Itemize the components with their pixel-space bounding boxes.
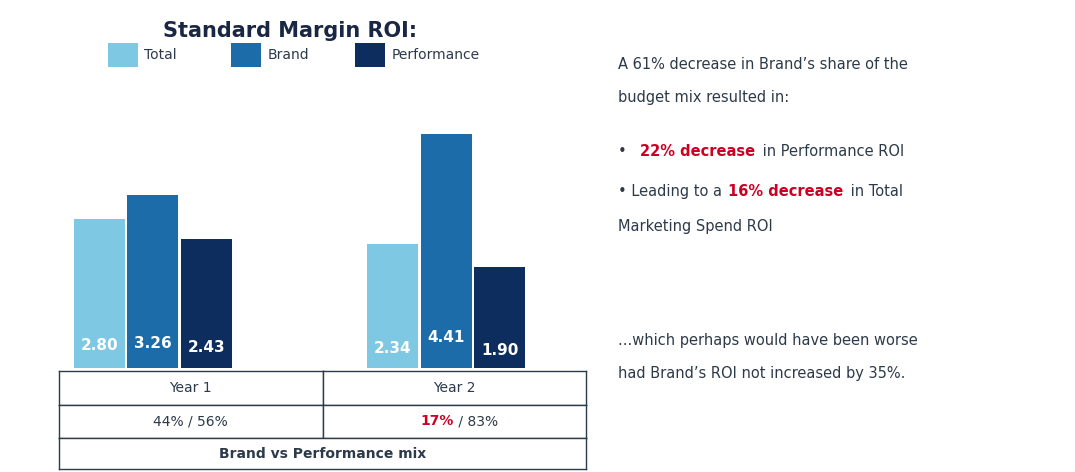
Bar (474, 267, 526, 368)
Text: Brand: Brand (268, 48, 310, 62)
Text: 22% decrease: 22% decrease (640, 144, 755, 159)
Text: 16% decrease: 16% decrease (728, 184, 843, 199)
Bar (74, 219, 125, 368)
Text: 4.41: 4.41 (428, 330, 464, 345)
Text: 2.34: 2.34 (374, 341, 412, 356)
Text: ...which perhaps would have been worse: ...which perhaps would have been worse (618, 333, 918, 348)
Text: Marketing Spend ROI: Marketing Spend ROI (618, 219, 773, 235)
Text: 2.43: 2.43 (188, 340, 226, 355)
Text: •: • (618, 144, 631, 159)
Text: in Performance ROI: in Performance ROI (758, 144, 904, 159)
Bar (367, 244, 418, 368)
Text: Total: Total (144, 48, 176, 62)
Text: in Total: in Total (846, 184, 903, 199)
Bar (182, 239, 232, 368)
Text: • Leading to a: • Leading to a (618, 184, 727, 199)
Text: A 61% decrease in Brand’s share of the: A 61% decrease in Brand’s share of the (618, 57, 908, 72)
Text: 1.90: 1.90 (482, 343, 518, 358)
Text: 44% / 56%: 44% / 56% (154, 414, 228, 429)
Bar (420, 134, 472, 368)
Text: / 83%: / 83% (455, 414, 499, 429)
Text: Year 1: Year 1 (170, 380, 212, 395)
Bar (128, 195, 178, 368)
Text: Brand vs Performance mix: Brand vs Performance mix (219, 447, 426, 461)
Text: Performance: Performance (391, 48, 479, 62)
Text: Standard Margin ROI:: Standard Margin ROI: (163, 21, 417, 41)
Text: budget mix resulted in:: budget mix resulted in: (618, 90, 789, 105)
Text: 17%: 17% (420, 414, 455, 429)
Text: Year 2: Year 2 (433, 380, 475, 395)
Text: had Brand’s ROI not increased by 35%.: had Brand’s ROI not increased by 35%. (618, 366, 905, 381)
Text: 3.26: 3.26 (134, 336, 172, 351)
Text: 2.80: 2.80 (81, 338, 118, 353)
